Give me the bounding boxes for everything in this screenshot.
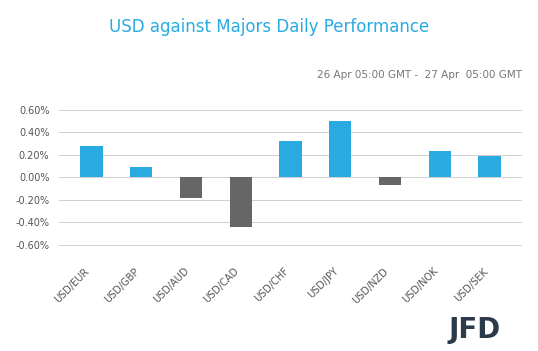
- Bar: [329, 121, 351, 177]
- Bar: [478, 156, 501, 177]
- Bar: [279, 141, 302, 177]
- Text: USD against Majors Daily Performance: USD against Majors Daily Performance: [109, 18, 429, 35]
- Bar: [80, 146, 103, 177]
- Bar: [230, 177, 252, 227]
- Bar: [379, 177, 401, 185]
- Text: JFD: JFD: [448, 316, 500, 344]
- Text: 26 Apr 05:00 GMT -  27 Apr  05:00 GMT: 26 Apr 05:00 GMT - 27 Apr 05:00 GMT: [317, 70, 522, 80]
- Bar: [429, 151, 451, 177]
- Bar: [130, 167, 152, 177]
- Bar: [180, 177, 202, 198]
